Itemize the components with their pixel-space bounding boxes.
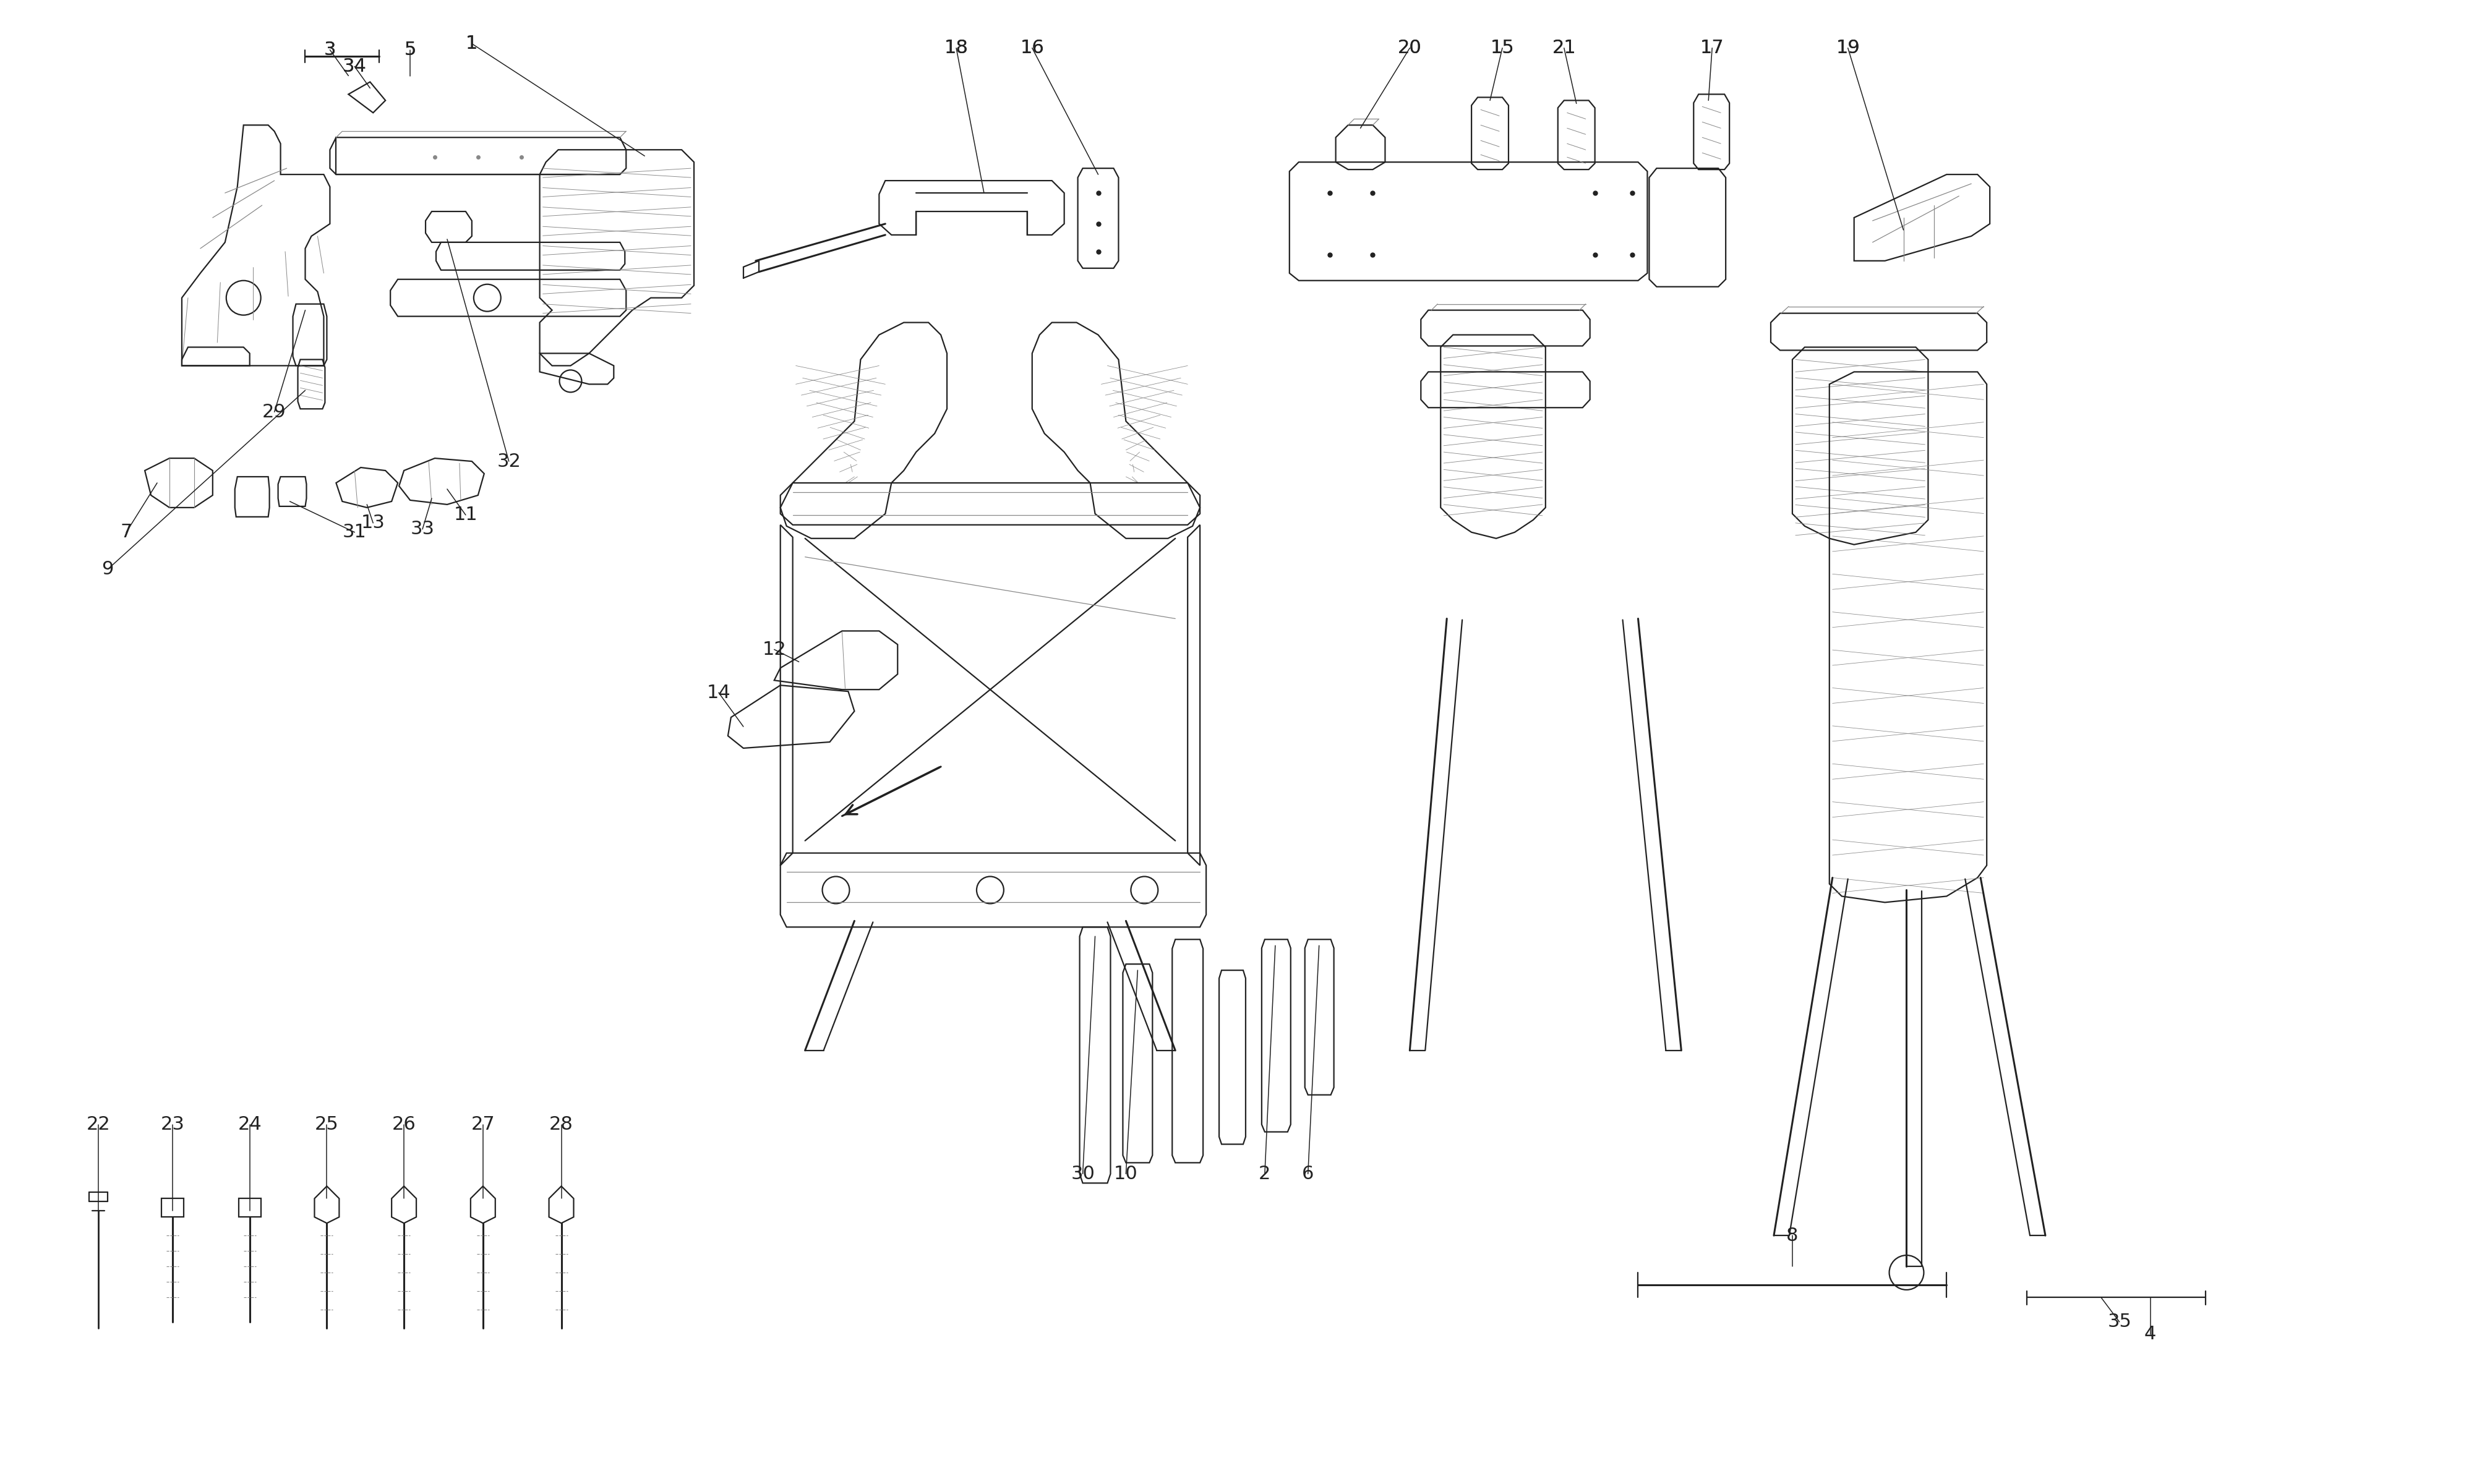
Text: 30: 30 xyxy=(1071,1165,1096,1183)
Text: 23: 23 xyxy=(161,1116,186,1134)
Text: 8: 8 xyxy=(1786,1227,1799,1245)
Text: 17: 17 xyxy=(1700,39,1724,56)
Bar xyxy=(161,1199,183,1217)
Text: 34: 34 xyxy=(341,58,366,76)
Text: 1: 1 xyxy=(465,34,477,52)
Text: 5: 5 xyxy=(403,42,416,59)
Text: 33: 33 xyxy=(411,521,435,539)
Text: 4: 4 xyxy=(2145,1325,2157,1343)
Text: 32: 32 xyxy=(497,453,522,470)
Text: 9: 9 xyxy=(101,561,114,579)
Text: 35: 35 xyxy=(2108,1313,2133,1331)
Text: 12: 12 xyxy=(762,641,787,659)
Text: 28: 28 xyxy=(549,1116,574,1134)
Text: 20: 20 xyxy=(1398,39,1423,56)
Text: 19: 19 xyxy=(1836,39,1860,56)
Text: 1: 1 xyxy=(465,34,477,52)
Text: 18: 18 xyxy=(945,39,967,56)
Text: 6: 6 xyxy=(1301,1165,1314,1183)
Text: 5: 5 xyxy=(403,42,416,59)
Text: 21: 21 xyxy=(1551,39,1576,56)
Text: 24: 24 xyxy=(238,1116,262,1134)
Text: 7: 7 xyxy=(121,524,131,542)
Text: 13: 13 xyxy=(361,513,386,531)
Text: 14: 14 xyxy=(708,684,730,702)
Text: 3: 3 xyxy=(324,42,336,59)
Text: 11: 11 xyxy=(453,506,477,524)
Text: 18: 18 xyxy=(945,39,967,56)
Text: 29: 29 xyxy=(262,404,287,421)
Text: 3: 3 xyxy=(324,42,336,59)
Text: 15: 15 xyxy=(1489,39,1514,56)
Text: 27: 27 xyxy=(470,1116,495,1134)
Text: 17: 17 xyxy=(1700,39,1724,56)
Text: 19: 19 xyxy=(1836,39,1860,56)
Text: 22: 22 xyxy=(87,1116,111,1134)
Text: 34: 34 xyxy=(341,58,366,76)
Text: 16: 16 xyxy=(1019,39,1044,56)
Text: 2: 2 xyxy=(1259,1165,1272,1183)
Text: 26: 26 xyxy=(391,1116,416,1134)
Text: 10: 10 xyxy=(1113,1165,1138,1183)
Text: 21: 21 xyxy=(1551,39,1576,56)
Text: 16: 16 xyxy=(1019,39,1044,56)
Text: 25: 25 xyxy=(314,1116,339,1134)
Bar xyxy=(238,1199,260,1217)
Text: 15: 15 xyxy=(1489,39,1514,56)
Text: 20: 20 xyxy=(1398,39,1423,56)
Text: 31: 31 xyxy=(341,524,366,542)
